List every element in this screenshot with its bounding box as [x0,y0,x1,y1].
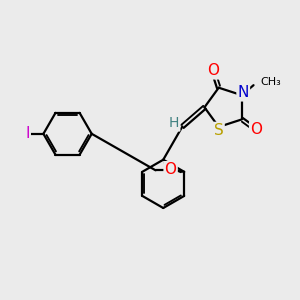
Text: O: O [207,63,219,78]
Text: H: H [169,116,179,130]
Text: CH₃: CH₃ [260,76,281,87]
Text: I: I [25,126,30,141]
Text: S: S [214,123,224,138]
Text: O: O [165,162,177,177]
Text: N: N [238,85,249,100]
Text: O: O [250,122,262,137]
